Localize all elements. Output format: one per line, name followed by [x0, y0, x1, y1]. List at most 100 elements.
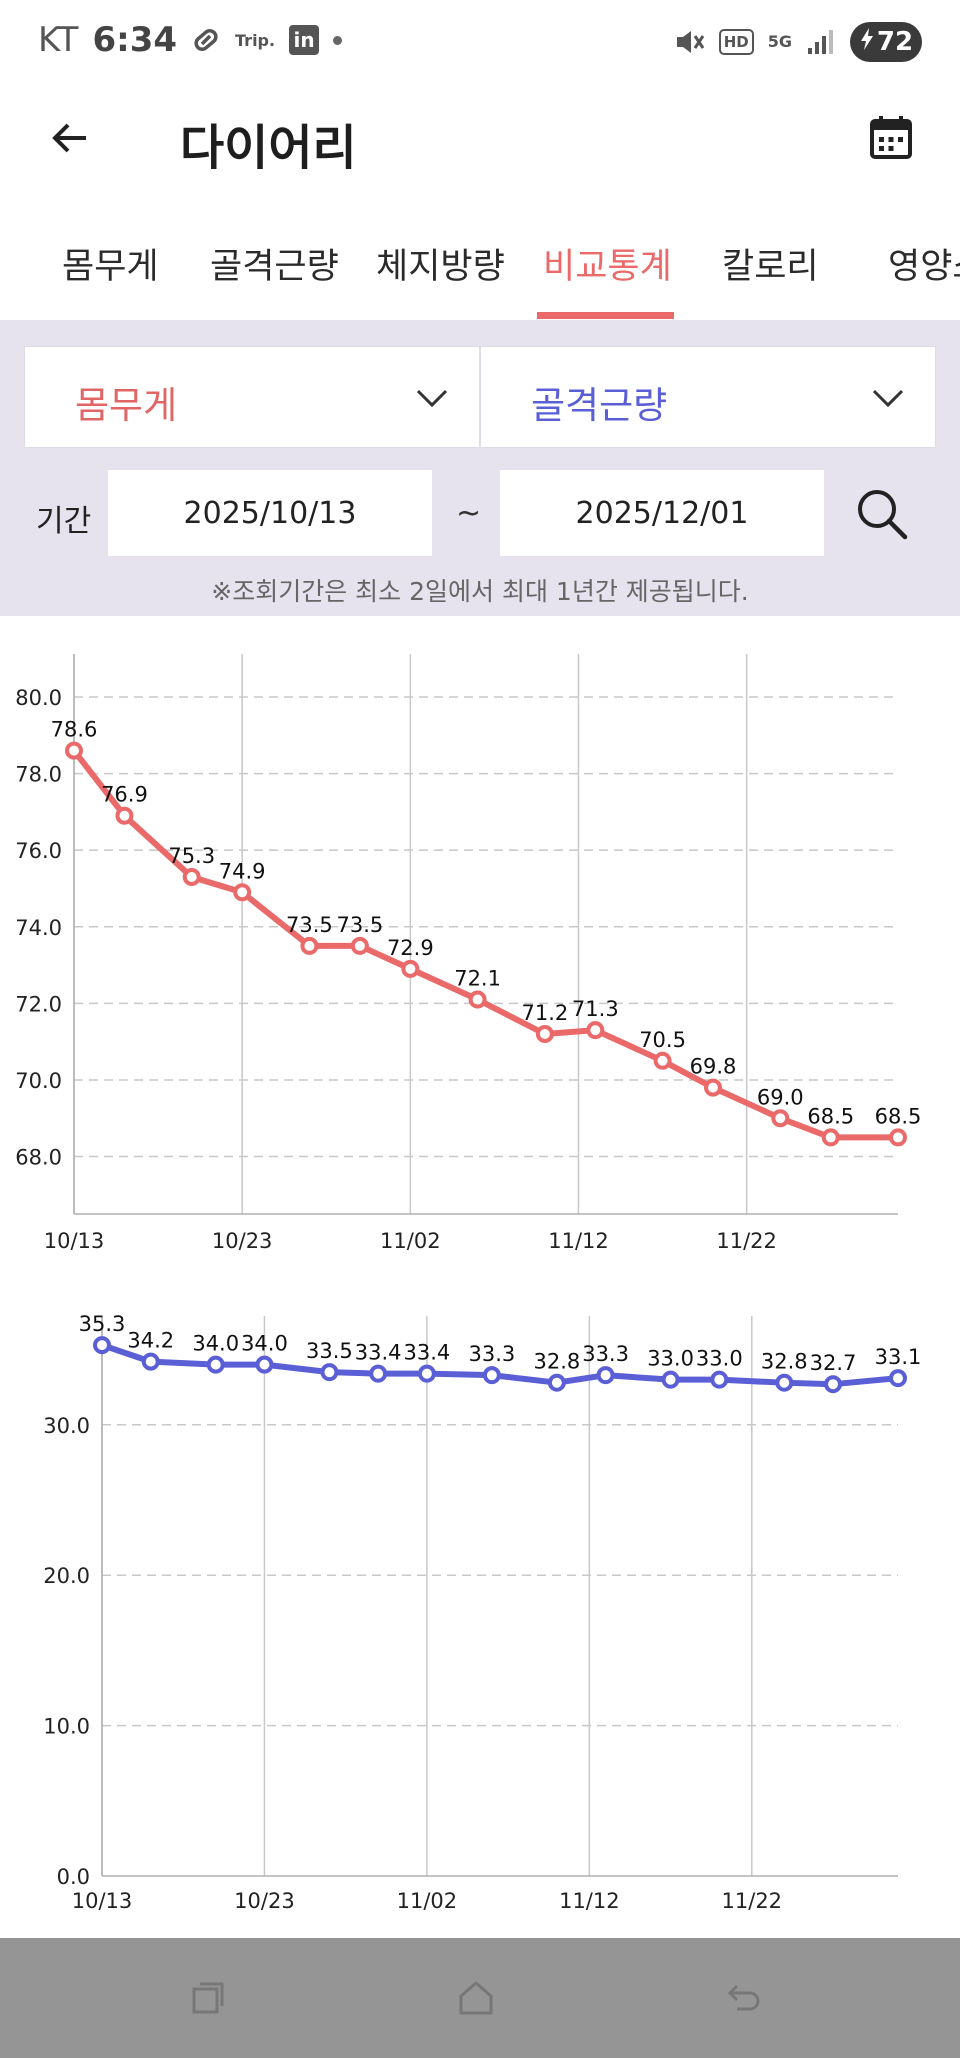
data-point	[547, 1373, 566, 1392]
search-icon	[858, 490, 908, 540]
data-label: 32.8	[761, 1350, 808, 1374]
y-tick-label: 74.0	[15, 916, 62, 940]
search-button[interactable]	[854, 486, 910, 542]
data-point	[320, 1363, 339, 1382]
data-label: 72.9	[387, 936, 434, 960]
tab-nutrients[interactable]: 영양소	[888, 247, 960, 287]
back-button[interactable]	[44, 112, 96, 164]
data-label: 33.3	[582, 1342, 629, 1366]
filter-panel: 몸무게 골격근량 기간 2025/10/13 ~ 2025/12/01 ※조회기…	[0, 320, 960, 616]
page-title: 다이어리	[180, 120, 357, 176]
back-nav-button[interactable]	[714, 1968, 774, 2028]
tab-body-fat[interactable]: 체지방량	[376, 247, 505, 287]
date-separator: ~	[456, 496, 482, 531]
secondary-metric-value: 골격근량	[531, 384, 668, 427]
y-tick-label: 80.0	[15, 686, 62, 710]
end-date-field[interactable]: 2025/12/01	[500, 470, 824, 556]
tab-calories[interactable]: 칼로리	[722, 247, 819, 287]
data-label: 71.3	[572, 997, 619, 1021]
signal-icon	[806, 28, 836, 56]
data-label: 74.9	[219, 859, 266, 883]
back-arrow-icon	[52, 123, 86, 153]
x-tick-label: 10/23	[212, 1229, 273, 1253]
y-tick-label: 68.0	[15, 1146, 62, 1170]
y-tick-label: 78.0	[15, 763, 62, 787]
data-point	[824, 1375, 843, 1394]
y-tick-label: 0.0	[57, 1865, 90, 1889]
data-point	[255, 1355, 274, 1374]
back-nav-icon	[727, 1984, 760, 2011]
data-point	[300, 936, 319, 955]
tab-comparison-stats[interactable]: 비교통계	[543, 247, 672, 287]
mute-icon	[673, 27, 705, 57]
data-label: 69.0	[757, 1085, 804, 1109]
data-point	[482, 1366, 501, 1385]
home-button[interactable]	[446, 1968, 506, 2028]
data-label: 75.3	[168, 844, 215, 868]
tab-weight[interactable]: 몸무게	[62, 247, 159, 287]
data-label: 68.5	[875, 1104, 922, 1128]
data-label: 76.9	[101, 783, 148, 807]
clock: 6:34	[92, 20, 178, 60]
battery-indicator: 72	[850, 22, 922, 62]
data-label: 73.5	[336, 913, 383, 937]
recents-icon	[192, 1982, 224, 2014]
home-icon	[459, 1981, 493, 2015]
primary-metric-select[interactable]: 몸무게	[24, 346, 480, 448]
data-label: 68.5	[807, 1104, 854, 1128]
data-point	[586, 1021, 605, 1040]
chevron-down-icon	[872, 389, 904, 408]
data-label: 33.0	[647, 1347, 694, 1371]
data-label: 70.5	[639, 1028, 686, 1052]
data-label: 33.3	[468, 1342, 515, 1366]
data-point	[661, 1370, 680, 1389]
start-date-field[interactable]: 2025/10/13	[108, 470, 432, 556]
data-label: 34.0	[241, 1332, 288, 1356]
data-label: 33.5	[306, 1339, 353, 1363]
data-point	[821, 1128, 840, 1147]
data-label: 34.0	[192, 1332, 239, 1356]
calendar-button[interactable]	[862, 108, 920, 166]
data-point	[350, 936, 369, 955]
carrier-label: KT	[38, 20, 79, 60]
data-point	[889, 1369, 907, 1388]
data-label: 32.8	[533, 1350, 580, 1374]
data-point	[535, 1025, 554, 1043]
tab-muscle-mass[interactable]: 골격근량	[210, 247, 339, 287]
trip-app-icon: Trip.	[235, 30, 276, 50]
data-label: 78.6	[51, 718, 98, 742]
network-type: 5G	[767, 32, 792, 51]
system-nav-bar	[0, 1938, 960, 2058]
battery-level: 72	[876, 27, 914, 57]
primary-metric-value: 몸무게	[75, 384, 178, 427]
recents-button[interactable]	[178, 1968, 238, 2028]
data-label: 73.5	[286, 913, 333, 937]
tab-bar: 몸무게 골격근량 체지방량 비교통계 칼로리 영양소	[0, 218, 960, 320]
comparison-charts: 80.0 78.0 76.0 74.0 72.0 70.0 68.0 10/13 10/23 11…	[0, 616, 960, 1938]
hd-badge: HD	[718, 29, 754, 55]
data-label: 33.4	[355, 1341, 402, 1365]
y-tick-label: 30.0	[43, 1414, 90, 1438]
data-point	[141, 1352, 160, 1371]
data-point	[889, 1128, 907, 1147]
secondary-metric-select[interactable]: 골격근량	[480, 346, 936, 448]
data-point	[206, 1355, 225, 1374]
weight-chart: 80.0 78.0 76.0 74.0 72.0 70.0 68.0 10/13 10/23 11…	[15, 654, 922, 1253]
data-point	[417, 1364, 436, 1383]
data-point	[710, 1370, 729, 1389]
charging-icon	[859, 27, 875, 58]
linkedin-icon: in	[289, 25, 320, 55]
x-tick-label: 10/13	[44, 1229, 105, 1253]
y-tick-label: 70.0	[15, 1069, 62, 1093]
y-tick-label: 20.0	[43, 1564, 90, 1588]
data-point	[182, 867, 201, 886]
data-point	[771, 1109, 790, 1128]
status-bar: KT 6:34 Trip. in HD 5G 72	[0, 0, 960, 86]
link-icon	[191, 25, 221, 55]
x-tick-label: 11/02	[380, 1229, 441, 1253]
calendar-icon	[870, 116, 912, 159]
period-notice: ※조회기간은 최소 2일에서 최대 1년간 제공됩니다.	[211, 577, 749, 606]
data-label: 33.1	[875, 1345, 922, 1369]
data-label: 72.1	[454, 967, 501, 991]
muscle-mass-chart: 30.0 20.0 10.0 0.010/13 10/23 11/02 11/12 11/22…	[43, 1312, 922, 1913]
